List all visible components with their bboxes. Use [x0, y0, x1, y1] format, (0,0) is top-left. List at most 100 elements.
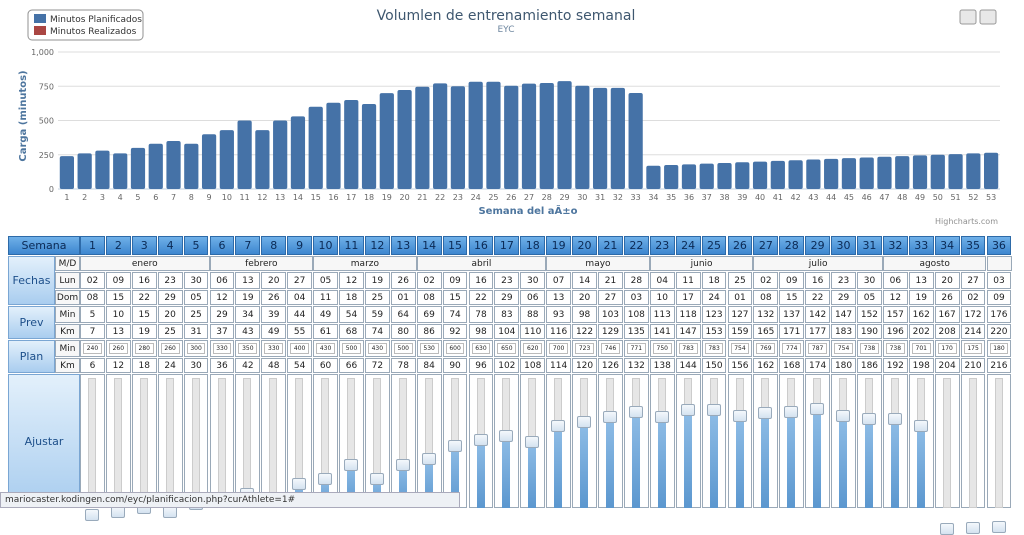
slider-track[interactable] — [218, 378, 226, 508]
credits: Highcharts.com — [935, 217, 998, 226]
plan-input[interactable]: 530 — [417, 340, 442, 357]
slider-handle[interactable] — [992, 521, 1006, 533]
plan-input[interactable]: 500 — [391, 340, 416, 357]
plan-input[interactable]: 330 — [261, 340, 286, 357]
slider-handle[interactable] — [707, 404, 721, 416]
slider-handle[interactable] — [85, 509, 99, 521]
slider-track[interactable] — [943, 378, 951, 508]
slider-handle[interactable] — [292, 478, 306, 490]
slider-handle[interactable] — [396, 459, 410, 471]
slider-handle[interactable] — [810, 403, 824, 415]
slider-handle[interactable] — [603, 411, 617, 423]
slider-handle[interactable] — [655, 411, 669, 423]
plan-input[interactable]: 280 — [132, 340, 157, 357]
value-cell: 176 — [987, 306, 1012, 323]
plan-input[interactable]: 300 — [184, 340, 209, 357]
plan-input[interactable]: 430 — [365, 340, 390, 357]
week-header: 31 — [857, 236, 882, 255]
plan-input[interactable]: 180 — [987, 340, 1012, 357]
slider-handle[interactable] — [758, 407, 772, 419]
slider-track[interactable] — [969, 378, 977, 508]
slider-handle[interactable] — [370, 473, 384, 485]
value-cell: 204 — [935, 358, 960, 373]
slider-handle[interactable] — [888, 413, 902, 425]
plan-input[interactable]: 175 — [961, 340, 986, 357]
week-header: 23 — [650, 236, 675, 255]
print-button[interactable] — [960, 10, 976, 24]
slider-handle[interactable] — [318, 473, 332, 485]
slider-handle[interactable] — [966, 522, 980, 534]
slider-handle[interactable] — [836, 410, 850, 422]
plan-input[interactable]: 738 — [883, 340, 908, 357]
plan-input[interactable]: 774 — [779, 340, 804, 357]
slider-track[interactable] — [192, 378, 200, 508]
plan-input[interactable]: 787 — [805, 340, 830, 357]
value-cell: 64 — [391, 306, 416, 323]
slider-track[interactable] — [88, 378, 96, 508]
slider-track[interactable] — [166, 378, 174, 508]
slider-track[interactable] — [114, 378, 122, 508]
bar — [984, 153, 998, 189]
slider-handle[interactable] — [499, 430, 513, 442]
plan-input[interactable]: 771 — [624, 340, 649, 357]
slider-handle[interactable] — [344, 459, 358, 471]
date-cell: 11 — [313, 290, 338, 305]
slider-handle[interactable] — [914, 420, 928, 432]
week-header: 18 — [520, 236, 545, 255]
export-button[interactable] — [980, 10, 996, 24]
row-label: Plan — [8, 340, 55, 373]
plan-input[interactable]: 330 — [210, 340, 235, 357]
plan-input[interactable]: 750 — [650, 340, 675, 357]
plan-input[interactable]: 260 — [158, 340, 183, 357]
plan-input[interactable]: 769 — [753, 340, 778, 357]
plan-input[interactable]: 620 — [520, 340, 545, 357]
slider-fill — [528, 442, 536, 508]
slider-handle[interactable] — [422, 453, 436, 465]
plan-input[interactable]: 630 — [469, 340, 494, 357]
bar — [184, 144, 198, 189]
value-cell: 172 — [961, 306, 986, 323]
plan-input[interactable]: 746 — [598, 340, 623, 357]
plan-input[interactable]: 650 — [494, 340, 519, 357]
plan-input[interactable]: 700 — [546, 340, 571, 357]
plan-input[interactable]: 170 — [935, 340, 960, 357]
slider-handle[interactable] — [448, 440, 462, 452]
plan-input[interactable]: 754 — [831, 340, 856, 357]
plan-input[interactable]: 723 — [572, 340, 597, 357]
plan-input[interactable]: 738 — [857, 340, 882, 357]
value-cell: 78 — [469, 306, 494, 323]
plan-input[interactable]: 400 — [287, 340, 312, 357]
plan-input[interactable]: 754 — [728, 340, 753, 357]
slider-handle[interactable] — [862, 413, 876, 425]
value-cell: 108 — [520, 358, 545, 373]
plan-input[interactable]: 600 — [443, 340, 468, 357]
plan-input[interactable]: 783 — [702, 340, 727, 357]
plan-input[interactable]: 430 — [313, 340, 338, 357]
value-cell: 132 — [624, 358, 649, 373]
plan-input[interactable]: 783 — [676, 340, 701, 357]
week-header: 14 — [417, 236, 442, 255]
value-cell: 180 — [831, 358, 856, 373]
slider-handle[interactable] — [784, 406, 798, 418]
plan-input[interactable]: 350 — [235, 340, 260, 357]
slider-handle[interactable] — [681, 404, 695, 416]
plan-input[interactable]: 240 — [80, 340, 105, 357]
plan-input[interactable]: 701 — [909, 340, 934, 357]
slider-track[interactable] — [140, 378, 148, 508]
plan-input[interactable]: 260 — [106, 340, 131, 357]
slider-fill — [839, 416, 847, 508]
week-header: 8 — [261, 236, 286, 255]
slider-handle[interactable] — [551, 420, 565, 432]
value-cell: 142 — [805, 306, 830, 323]
plan-input[interactable]: 500 — [339, 340, 364, 357]
slider-handle[interactable] — [733, 410, 747, 422]
slider-handle[interactable] — [940, 523, 954, 535]
slider-fill — [606, 417, 614, 508]
slider-track[interactable] — [269, 378, 277, 508]
value-cell: 141 — [650, 324, 675, 339]
slider-handle[interactable] — [474, 434, 488, 446]
slider-handle[interactable] — [577, 416, 591, 428]
slider-handle[interactable] — [629, 406, 643, 418]
slider-handle[interactable] — [525, 436, 539, 448]
slider-track[interactable] — [995, 378, 1003, 508]
